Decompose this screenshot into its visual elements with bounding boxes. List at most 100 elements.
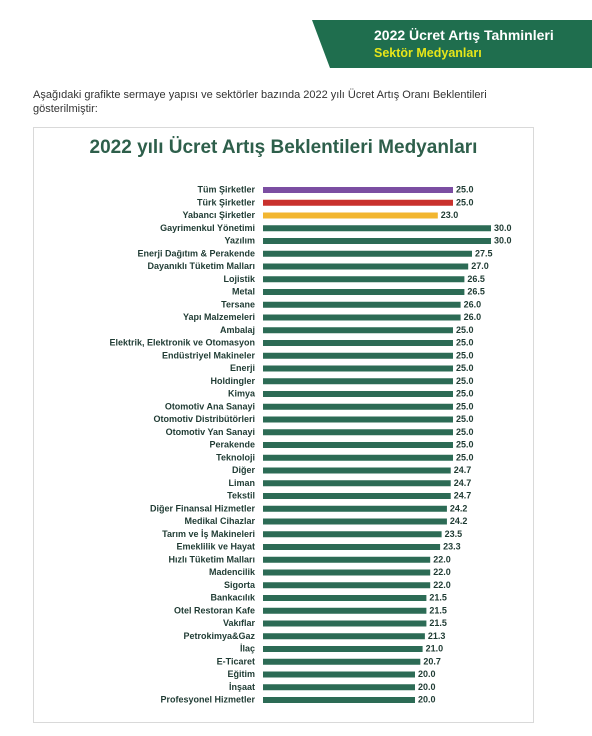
category-label: Enerji xyxy=(230,363,255,373)
bar xyxy=(263,671,415,678)
value-label: 24.7 xyxy=(454,491,472,501)
category-label: Diğer xyxy=(232,465,256,475)
value-label: 22.0 xyxy=(433,554,451,564)
value-label: 25.0 xyxy=(456,427,474,437)
bar xyxy=(263,276,465,283)
bar xyxy=(263,505,447,512)
value-label: 27.5 xyxy=(475,248,493,258)
value-label: 23.3 xyxy=(443,542,461,552)
bar xyxy=(263,378,453,385)
value-label: 23.0 xyxy=(441,210,459,220)
bar xyxy=(263,467,451,474)
category-label: Otel Restoran Kafe xyxy=(174,605,255,615)
category-label: Tarım ve İş Makineleri xyxy=(162,529,255,539)
value-label: 25.0 xyxy=(456,414,474,424)
value-label: 24.7 xyxy=(454,478,472,488)
bar xyxy=(263,595,427,601)
value-label: 25.0 xyxy=(456,185,474,195)
category-label: Tüm Şirketler xyxy=(197,185,255,195)
bar xyxy=(263,684,415,691)
category-label: Endüstriyel Makineler xyxy=(162,350,256,360)
bar xyxy=(263,365,453,372)
bar xyxy=(263,442,453,448)
bar xyxy=(263,238,491,244)
bar xyxy=(263,493,451,499)
value-label: 20.0 xyxy=(418,682,436,692)
banner-title: 2022 Ücret Artış Tahminleri xyxy=(374,27,554,43)
bar xyxy=(263,544,441,550)
value-label: 25.0 xyxy=(456,452,474,462)
category-label: Yazılım xyxy=(224,236,255,246)
banner-shape xyxy=(312,20,592,68)
bar xyxy=(263,646,423,652)
intro-text: Aşağıdaki grafikte sermaye yapısı ve sek… xyxy=(33,89,487,115)
category-label: Emeklilik ve Hayat xyxy=(176,542,255,552)
category-label: Medikal Cihazlar xyxy=(184,516,255,526)
bar xyxy=(263,480,451,487)
bar xyxy=(263,340,453,346)
category-label: Profesyonel Hizmetler xyxy=(160,695,255,705)
chart-title: 2022 yılı Ücret Artış Beklentileri Medya… xyxy=(89,137,478,158)
bar xyxy=(263,531,442,538)
category-label: Diğer Finansal Hizmetler xyxy=(150,503,256,513)
bar xyxy=(263,620,427,627)
bar xyxy=(263,569,431,576)
value-label: 21.5 xyxy=(429,605,447,615)
bar-chart: Tüm Şirketler 25.0 Türk Şirketler 25.0 Yaban… xyxy=(109,185,511,705)
value-label: 20.7 xyxy=(423,656,441,666)
value-label: 25.0 xyxy=(456,197,474,207)
value-label: 22.0 xyxy=(433,580,451,590)
bar xyxy=(263,518,447,525)
value-label: 21.3 xyxy=(428,631,446,641)
bar xyxy=(263,289,465,295)
value-label: 21.5 xyxy=(429,593,447,603)
value-label: 24.2 xyxy=(450,516,468,526)
category-label: Tersane xyxy=(221,299,255,309)
bar xyxy=(263,607,427,614)
value-label: 21.0 xyxy=(426,644,444,654)
category-label: Dayanıklı Tüketim Malları xyxy=(147,261,255,271)
bar xyxy=(263,212,438,219)
value-label: 21.5 xyxy=(429,618,447,628)
bar xyxy=(263,403,453,410)
bar xyxy=(263,556,431,563)
value-label: 24.2 xyxy=(450,503,468,513)
category-label: Gayrimenkul Yönetimi xyxy=(160,223,255,233)
banner-subtitle: Sektör Medyanları xyxy=(374,46,482,60)
value-label: 25.0 xyxy=(456,401,474,411)
bar xyxy=(263,187,453,193)
value-label: 25.0 xyxy=(456,440,474,450)
bar xyxy=(263,633,425,640)
bar xyxy=(263,429,453,436)
value-label: 25.0 xyxy=(456,325,474,335)
category-label: Kimya xyxy=(228,389,256,399)
value-label: 24.7 xyxy=(454,465,472,475)
value-label: 25.0 xyxy=(456,376,474,386)
bar xyxy=(263,250,472,257)
bar xyxy=(263,225,491,232)
category-label: Eğitim xyxy=(227,669,255,679)
category-label: Otomotiv Ana Sanayi xyxy=(165,401,255,411)
value-label: 23.5 xyxy=(445,529,463,539)
category-label: Tekstil xyxy=(227,491,255,501)
category-label: Perakende xyxy=(209,440,255,450)
category-label: Sigorta xyxy=(224,580,256,590)
category-label: Holdingler xyxy=(211,376,256,386)
value-label: 25.0 xyxy=(456,338,474,348)
bar xyxy=(263,416,453,423)
bar xyxy=(263,199,453,206)
category-label: Liman xyxy=(228,478,255,488)
category-label: Vakıflar xyxy=(223,618,256,628)
value-label: 22.0 xyxy=(433,567,451,577)
category-label: Elektrik, Elektronik ve Otomasyon xyxy=(109,338,255,348)
value-label: 27.0 xyxy=(471,261,489,271)
category-label: Lojistik xyxy=(223,274,255,284)
bar xyxy=(263,582,431,589)
bar xyxy=(263,454,453,461)
category-label: Madencilik xyxy=(209,567,256,577)
header-banner: 2022 Ücret Artış Tahminleri Sektör Medya… xyxy=(312,20,592,68)
value-label: 26.0 xyxy=(464,299,482,309)
category-label: Ambalaj xyxy=(220,325,255,335)
category-label: Petrokimya&Gaz xyxy=(183,631,255,641)
value-label: 20.0 xyxy=(418,669,436,679)
